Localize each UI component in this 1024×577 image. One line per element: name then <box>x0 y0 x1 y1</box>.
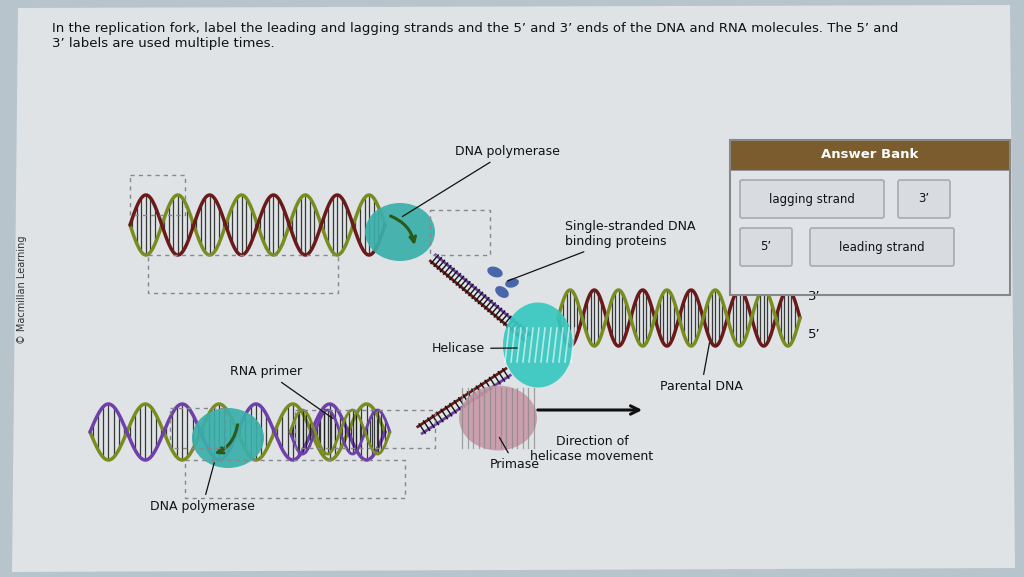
Text: DNA polymerase: DNA polymerase <box>150 463 255 513</box>
FancyBboxPatch shape <box>740 228 792 266</box>
FancyBboxPatch shape <box>898 180 950 218</box>
Text: In the replication fork, label the leading and lagging strands and the 5’ and 3’: In the replication fork, label the leadi… <box>52 22 898 50</box>
Text: Answer Bank: Answer Bank <box>821 148 919 162</box>
Ellipse shape <box>487 267 503 278</box>
Ellipse shape <box>365 203 435 261</box>
Text: Primase: Primase <box>490 437 540 471</box>
Text: lagging strand: lagging strand <box>769 193 855 205</box>
Text: 3’: 3’ <box>808 290 820 303</box>
Text: 3’: 3’ <box>919 193 930 205</box>
Text: 5’: 5’ <box>761 241 771 253</box>
Text: Helicase: Helicase <box>432 342 517 355</box>
Text: DNA polymerase: DNA polymerase <box>402 145 560 216</box>
Text: © Macmillan Learning: © Macmillan Learning <box>17 236 27 344</box>
Text: Parental DNA: Parental DNA <box>660 343 742 393</box>
Polygon shape <box>12 5 1015 572</box>
Ellipse shape <box>496 286 509 298</box>
Text: leading strand: leading strand <box>840 241 925 253</box>
FancyBboxPatch shape <box>810 228 954 266</box>
Text: Single-stranded DNA
binding proteins: Single-stranded DNA binding proteins <box>508 220 695 281</box>
Text: Direction of
helicase movement: Direction of helicase movement <box>530 435 653 463</box>
FancyBboxPatch shape <box>730 170 1010 295</box>
FancyBboxPatch shape <box>740 180 884 218</box>
Ellipse shape <box>193 408 264 468</box>
Ellipse shape <box>505 278 519 288</box>
Text: RNA primer: RNA primer <box>230 365 333 418</box>
FancyBboxPatch shape <box>730 140 1010 170</box>
Ellipse shape <box>459 385 537 451</box>
Ellipse shape <box>503 302 573 388</box>
Text: 5’: 5’ <box>808 328 820 341</box>
